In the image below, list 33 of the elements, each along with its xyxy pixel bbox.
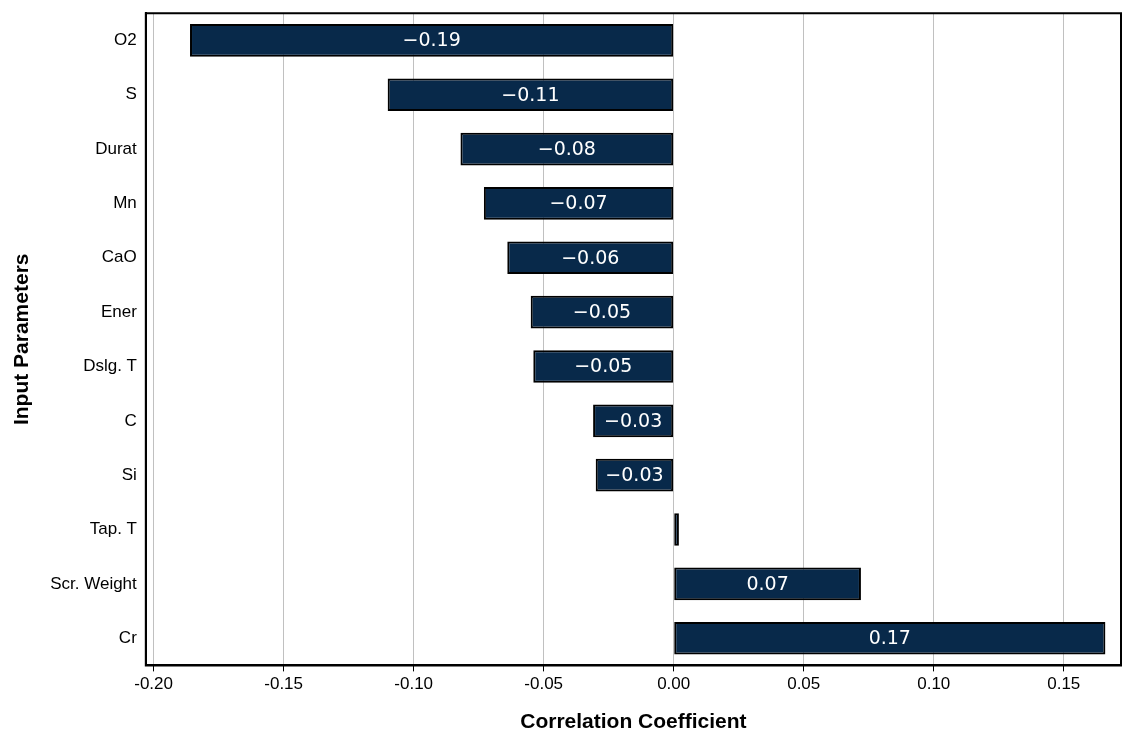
- y-tick-label: Mn: [113, 193, 137, 213]
- x-tick-label: 0.15: [1047, 674, 1081, 694]
- data-label: −0.05: [572, 300, 632, 323]
- data-label: 0.17: [868, 626, 911, 649]
- data-label: −0.06: [561, 245, 620, 268]
- data-label: −0.08: [537, 137, 596, 160]
- x-tick-label: 0.10: [917, 674, 951, 694]
- y-tick-label: O2: [114, 30, 137, 50]
- y-tick-label: C: [124, 410, 137, 430]
- data-label: −0.05: [574, 354, 633, 377]
- y-tick-label: Dslg. T: [83, 356, 137, 376]
- y-tick-label: Si: [121, 464, 137, 484]
- data-label: −0.03: [605, 463, 664, 486]
- y-tick-label: Cr: [118, 627, 138, 647]
- data-label: 0.07: [746, 571, 789, 594]
- x-tick-label: 0.00: [657, 674, 691, 694]
- data-label: −0.11: [501, 82, 560, 105]
- y-tick-label: Ener: [100, 301, 138, 321]
- x-tick-label: -0.05: [524, 674, 564, 694]
- y-tick-label: S: [125, 84, 137, 104]
- data-label: −0.07: [549, 191, 608, 214]
- x-tick-label: -0.10: [394, 674, 434, 694]
- x-axis-title: Correlation Coefficient: [520, 709, 747, 733]
- y-tick-label: Durat: [95, 138, 138, 158]
- x-tick-label: -0.15: [264, 674, 304, 694]
- y-axis-title: Input Parameters: [9, 253, 33, 426]
- x-tick-label: -0.20: [134, 674, 173, 694]
- y-tick-label: Tap. T: [89, 519, 137, 539]
- data-label: −0.03: [604, 408, 663, 431]
- y-tick-label: CaO: [101, 247, 137, 267]
- x-tick-label: 0.05: [787, 674, 821, 694]
- y-tick-label: Scr. Weight: [50, 573, 138, 593]
- data-label: −0.19: [402, 28, 461, 51]
